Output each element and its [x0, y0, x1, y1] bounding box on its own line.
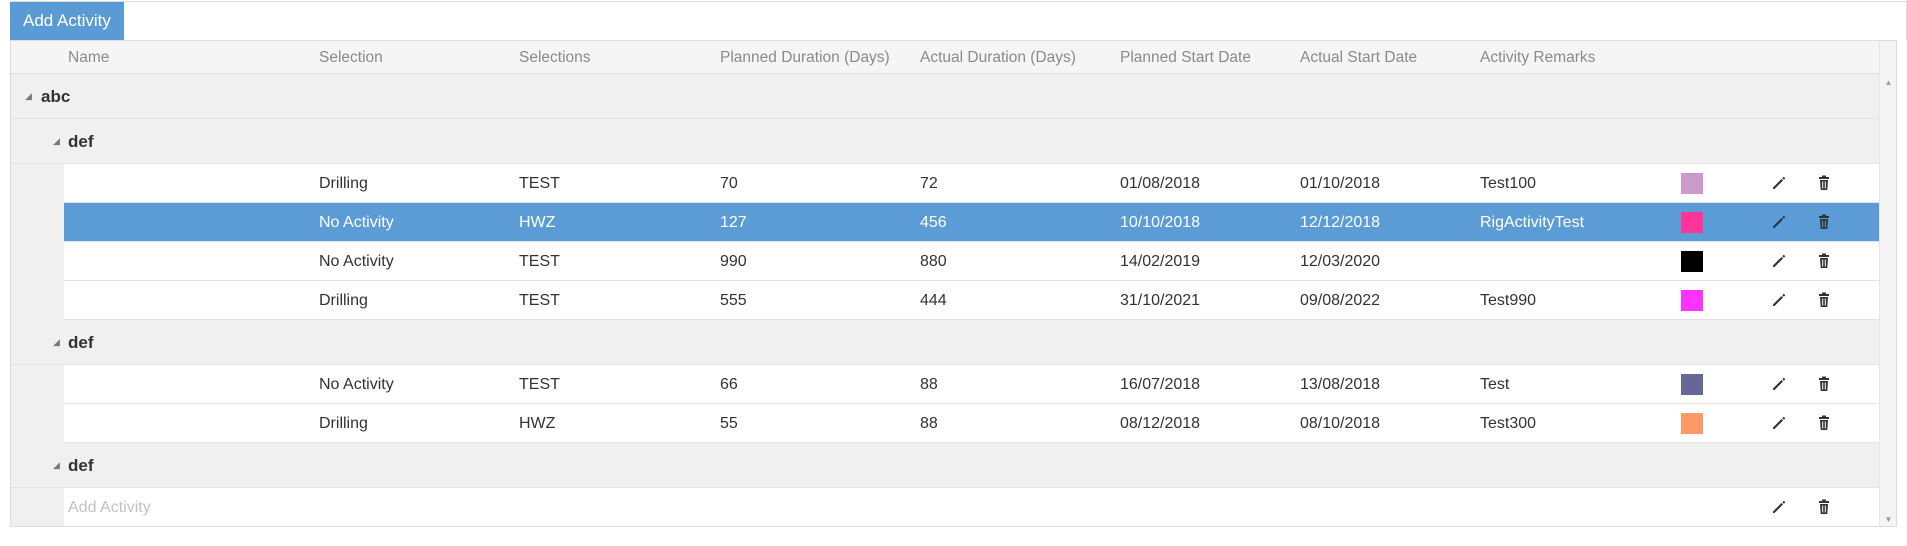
cell-selection: Drilling [319, 175, 368, 192]
group-row-def: ◢ def [11, 119, 1881, 164]
trash-icon[interactable] [1815, 174, 1833, 192]
cell-actual-start: 08/10/2018 [1300, 415, 1381, 432]
scroll-up-arrow-icon[interactable]: ▲ [1884, 78, 1893, 87]
cell-actual-duration: 456 [920, 214, 947, 231]
cell-selection: No Activity [319, 376, 394, 393]
cell-planned-duration: 70 [720, 175, 738, 192]
cell-planned-start: 08/12/2018 [1120, 415, 1201, 432]
cell-remarks: Test [1480, 376, 1510, 393]
cell-actual-start: 01/10/2018 [1300, 175, 1381, 192]
cell-planned-duration: 555 [720, 292, 747, 309]
cell-actual-duration: 72 [920, 175, 938, 192]
add-activity-row[interactable]: Add Activity [64, 488, 1881, 526]
trash-icon[interactable] [1815, 291, 1833, 309]
cell-selections: TEST [519, 253, 560, 270]
color-swatch [1681, 290, 1703, 311]
pencil-icon[interactable] [1770, 174, 1788, 192]
cell-planned-duration: 66 [720, 376, 738, 393]
cell-remarks: Test990 [1480, 292, 1537, 309]
cell-selection: Drilling [319, 415, 368, 432]
collapse-toggle-icon[interactable]: ◢ [25, 91, 32, 101]
cell-planned-start: 10/10/2018 [1120, 214, 1201, 231]
cell-remarks: Test100 [1480, 175, 1537, 192]
cell-planned-start: 01/08/2018 [1120, 175, 1201, 192]
vertical-scrollbar[interactable]: ▲ ▼ [1879, 41, 1896, 526]
cell-selections: TEST [519, 376, 560, 393]
group-indent [11, 365, 64, 443]
trash-icon[interactable] [1815, 414, 1833, 432]
pencil-icon[interactable] [1770, 414, 1788, 432]
cell-actual-duration: 88 [920, 415, 938, 432]
add-activity-button[interactable]: Add Activity [10, 2, 124, 40]
group-title: def [68, 456, 94, 475]
cell-actual-duration: 444 [920, 292, 947, 309]
cell-selections: TEST [519, 292, 560, 309]
table-row[interactable]: No Activity TEST 66 88 16/07/2018 13/08/… [64, 365, 1881, 404]
color-swatch [1681, 413, 1703, 434]
toolbar: Add Activity [10, 1, 1907, 40]
group-row-def: ◢ def [11, 443, 1881, 488]
pencil-icon[interactable] [1770, 252, 1788, 270]
cell-actual-duration: 88 [920, 376, 938, 393]
table-row[interactable]: No Activity TEST 990 880 14/02/2019 12/0… [64, 242, 1881, 281]
color-swatch [1681, 212, 1703, 233]
group-row-def: ◢ def [11, 320, 1881, 365]
collapse-toggle-icon[interactable]: ◢ [53, 460, 60, 470]
pencil-icon[interactable] [1770, 291, 1788, 309]
collapse-toggle-icon[interactable]: ◢ [53, 337, 60, 347]
trash-icon[interactable] [1815, 213, 1833, 231]
cell-planned-start: 16/07/2018 [1120, 376, 1201, 393]
group-indent [11, 164, 64, 320]
cell-planned-duration: 55 [720, 415, 738, 432]
table-row[interactable]: Drilling TEST 70 72 01/08/2018 01/10/201… [64, 164, 1881, 203]
trash-icon[interactable] [1815, 498, 1833, 516]
column-header-selections[interactable]: Selections [519, 49, 591, 66]
cell-actual-duration: 880 [920, 253, 947, 270]
group-title: def [68, 132, 94, 151]
cell-actual-start: 13/08/2018 [1300, 376, 1381, 393]
table-row[interactable]: No Activity HWZ 127 456 10/10/2018 12/12… [64, 203, 1881, 242]
pencil-icon[interactable] [1770, 375, 1788, 393]
pencil-icon[interactable] [1770, 213, 1788, 231]
collapse-toggle-icon[interactable]: ◢ [53, 136, 60, 146]
column-header-name[interactable]: Name [68, 49, 110, 66]
grid-header: Name Selection Selections Planned Durati… [11, 41, 1881, 74]
activity-grid: Name Selection Selections Planned Durati… [10, 40, 1897, 527]
trash-icon[interactable] [1815, 252, 1833, 270]
trash-icon[interactable] [1815, 375, 1833, 393]
cell-selection: Drilling [319, 292, 368, 309]
cell-planned-start: 31/10/2021 [1120, 292, 1201, 309]
group-title: abc [41, 87, 71, 106]
cell-selections: HWZ [519, 214, 556, 231]
color-swatch [1681, 374, 1703, 395]
group-title: def [68, 333, 94, 352]
cell-remarks: RigActivityTest [1480, 214, 1585, 231]
cell-actual-start: 12/03/2020 [1300, 253, 1381, 270]
table-row[interactable]: Drilling TEST 555 444 31/10/2021 09/08/2… [64, 281, 1881, 320]
pencil-icon[interactable] [1770, 498, 1788, 516]
cell-remarks: Test300 [1480, 415, 1537, 432]
table-row[interactable]: Drilling HWZ 55 88 08/12/2018 08/10/2018… [64, 404, 1881, 443]
column-header-planned-start-date[interactable]: Planned Start Date [1120, 49, 1251, 66]
column-header-selection[interactable]: Selection [319, 49, 383, 66]
scroll-down-arrow-icon[interactable]: ▼ [1884, 515, 1893, 524]
cell-planned-duration: 990 [720, 253, 747, 270]
cell-actual-start: 12/12/2018 [1300, 214, 1381, 231]
add-activity-placeholder[interactable]: Add Activity [68, 499, 151, 516]
column-header-actual-duration[interactable]: Actual Duration (Days) [920, 49, 1076, 66]
color-swatch [1681, 251, 1703, 272]
column-header-planned-duration[interactable]: Planned Duration (Days) [720, 49, 890, 66]
column-header-actual-start-date[interactable]: Actual Start Date [1300, 49, 1418, 66]
group-row-abc: ◢ abc [11, 74, 1881, 119]
column-header-activity-remarks[interactable]: Activity Remarks [1480, 49, 1596, 66]
color-swatch [1681, 173, 1703, 194]
cell-selections: HWZ [519, 415, 556, 432]
cell-planned-start: 14/02/2019 [1120, 253, 1201, 270]
group-indent [11, 488, 64, 526]
cell-selections: TEST [519, 175, 560, 192]
cell-selection: No Activity [319, 253, 394, 270]
cell-selection: No Activity [319, 214, 394, 231]
cell-actual-start: 09/08/2022 [1300, 292, 1381, 309]
cell-planned-duration: 127 [720, 214, 747, 231]
